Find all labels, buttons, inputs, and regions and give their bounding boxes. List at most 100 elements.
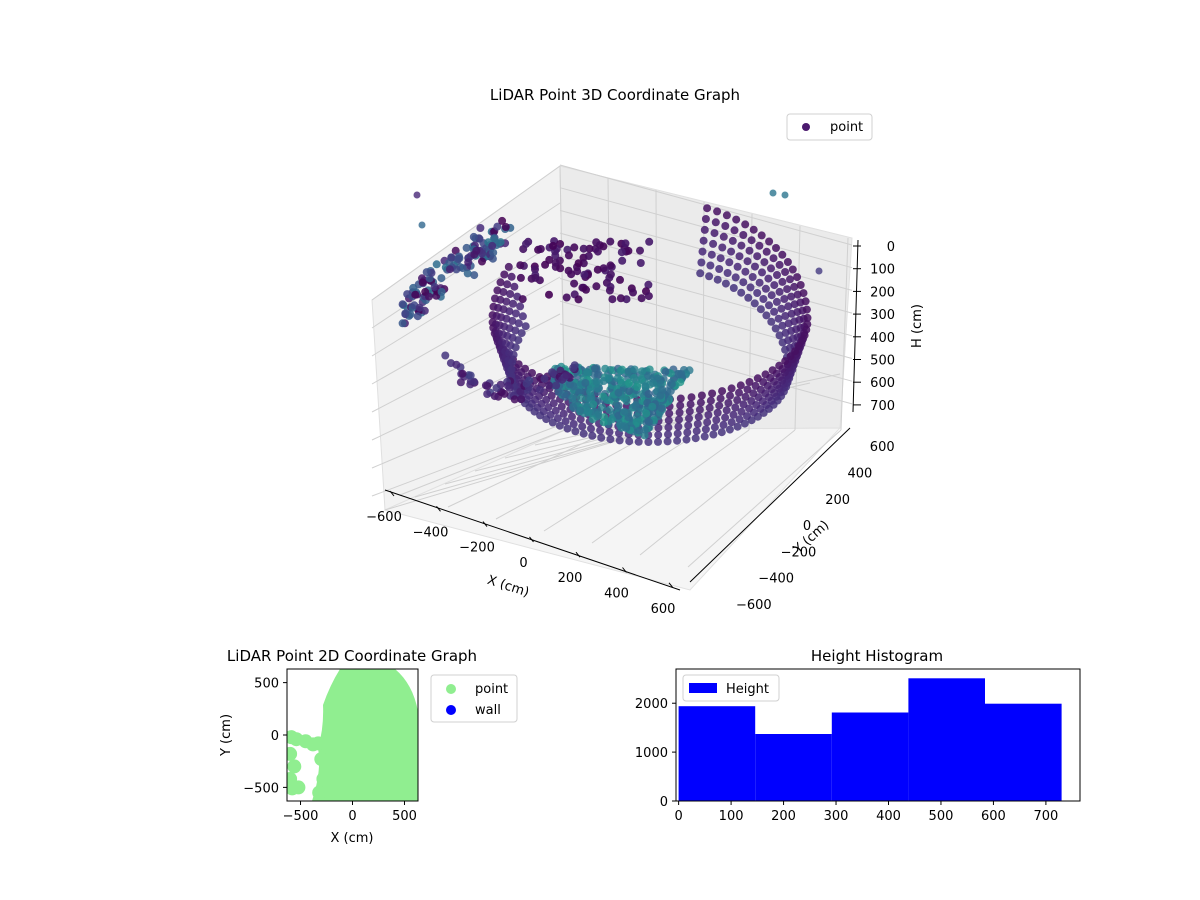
cloud-point-3d — [549, 241, 557, 250]
cloud-point-3d — [516, 273, 525, 282]
cloud-point-3d — [422, 268, 431, 277]
cloud-point-3d — [411, 290, 420, 299]
grid-line-left — [371, 276, 561, 385]
cloud-point-3d — [582, 368, 591, 376]
histogram-bars — [678, 678, 1062, 801]
cloud-point-3d — [777, 304, 786, 313]
cloud-point-3d — [488, 254, 497, 263]
cloud-point-3d — [718, 243, 727, 252]
cloud-point-3d — [630, 365, 639, 374]
cloud-point-3d — [576, 415, 585, 424]
cloud-point-3d — [716, 394, 725, 403]
legend-histogram: Height — [682, 674, 780, 702]
h-tick-label-3d: 0 — [887, 240, 895, 255]
cloud-point-3d — [606, 261, 615, 270]
cloud-point-3d — [522, 239, 530, 248]
cloud-point-3d — [700, 432, 709, 441]
x-tick-label-2d: −500 — [283, 809, 319, 824]
point-markers-2d — [287, 730, 331, 800]
cloud-point-3d — [703, 204, 712, 213]
cloud-point-3d — [729, 284, 738, 292]
cloud-point-3d — [663, 437, 672, 446]
cloud-point-3d — [568, 394, 577, 403]
h-tick-label-3d: 400 — [870, 331, 895, 346]
cloud-point-3d — [576, 406, 585, 415]
cloud-point-3d — [664, 416, 673, 425]
cloud-point-3d — [723, 269, 732, 277]
chart-2d: LiDAR Point 2D Coordinate Graph −500 0 500… — [219, 647, 518, 846]
cloud-point-3d — [803, 313, 812, 322]
cloud-point-3d — [761, 370, 770, 379]
cloud-point-3d — [500, 389, 509, 398]
cloud-point-3d — [641, 382, 650, 391]
cloud-point-3d — [739, 231, 748, 239]
cloud-point-3d — [517, 329, 526, 338]
cloud-point-3d — [673, 429, 682, 438]
cloud-point-3d — [437, 287, 446, 296]
cloud-point-3d — [493, 286, 502, 295]
cloud-point-3d — [522, 379, 531, 388]
cloud-point-3d — [470, 377, 478, 386]
chart-3d-title: LiDAR Point 3D Coordinate Graph — [490, 86, 740, 104]
cloud-point-3d — [594, 410, 602, 419]
cloud-point-3d — [753, 252, 762, 261]
point-marker-2d — [287, 746, 298, 761]
cloud-point-3d — [644, 292, 653, 301]
cloud-point-3d — [667, 380, 676, 389]
y-tick-label-3d: 600 — [870, 440, 895, 455]
cloud-point-3d — [454, 255, 463, 264]
point-marker-2d — [298, 734, 313, 749]
cloud-point-3d — [437, 274, 446, 283]
cloud-point-3d — [727, 418, 736, 427]
cloud-point-3d — [783, 258, 792, 266]
cloud-point-3d — [458, 369, 467, 378]
cloud-point-3d — [710, 423, 719, 432]
cloud-point-3d — [770, 281, 779, 290]
cloud-point-3d — [413, 312, 422, 321]
cloud-point-3d — [781, 357, 790, 366]
cloud-point-3d — [579, 429, 588, 438]
cloud-point-3d — [815, 267, 823, 275]
cloud-point-3d — [568, 412, 576, 421]
cloud-point-3d — [674, 422, 683, 431]
legend-2d: point wall — [430, 674, 518, 723]
x-tick-mark-3d — [482, 521, 488, 527]
cloud-point-3d — [500, 270, 509, 279]
cloud-point-3d — [517, 395, 526, 404]
cloud-point-3d — [573, 267, 582, 276]
cloud-point-3d — [697, 258, 706, 267]
cloud-point-3d — [713, 207, 722, 216]
cloud-point-3d — [559, 409, 568, 418]
cloud-point-3d — [699, 236, 708, 245]
grid-line-floor — [543, 429, 704, 532]
cloud-point-3d — [432, 260, 441, 269]
cloud-point-3d — [787, 292, 796, 301]
cloud-point-3d — [749, 225, 758, 234]
cloud-point-3d — [398, 319, 407, 328]
histogram-bar — [678, 706, 756, 801]
cloud-point-3d — [445, 265, 454, 274]
cloud-point-3d — [771, 324, 780, 333]
cloud-point-3d — [727, 247, 736, 256]
cloud-point-3d — [762, 247, 771, 256]
x-tick-mark-3d — [436, 505, 441, 512]
cloud-point-3d — [750, 299, 759, 308]
cloud-point-3d — [469, 232, 478, 241]
cloud-point-3d — [747, 397, 756, 405]
cloud-point-3d — [516, 261, 525, 270]
cloud-point-3d — [673, 436, 682, 445]
y-tick-labels-2d: 500 0 −500 — [243, 677, 287, 796]
cloud-point-3d — [570, 279, 579, 288]
y-tick-label-histogram: 2000 — [635, 697, 668, 712]
cloud-point-3d — [508, 316, 517, 325]
cloud-point-3d — [483, 390, 492, 398]
cloud-point-3d — [631, 402, 640, 411]
cloud-point-3d — [582, 285, 590, 294]
legend-2d-label-wall: wall — [475, 703, 501, 718]
cloud-point-3d — [490, 392, 499, 401]
cloud-point-3d — [799, 289, 808, 298]
y-tick-label-3d: −200 — [781, 545, 817, 560]
cloud-point-3d — [562, 371, 571, 380]
x-tick-label-histogram: 500 — [929, 809, 954, 824]
cloud-point-3d — [574, 295, 583, 304]
